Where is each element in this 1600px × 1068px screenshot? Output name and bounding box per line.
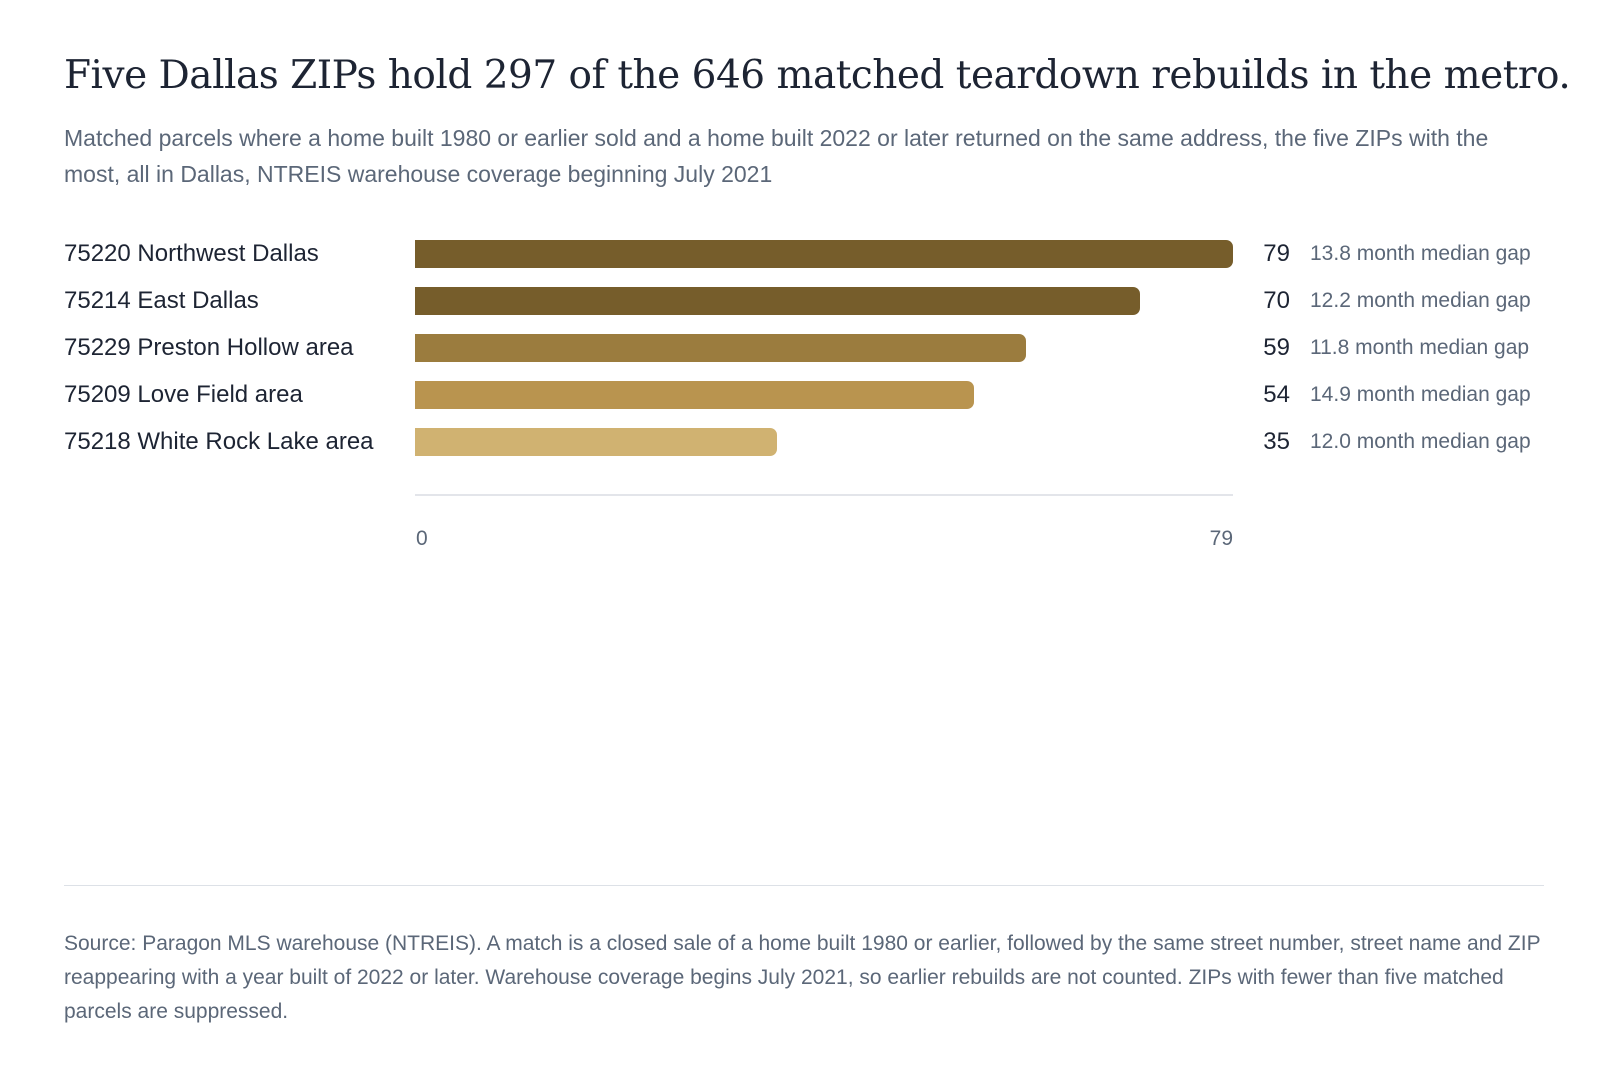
bar: [415, 240, 1233, 268]
category-label: 75214 East Dallas: [64, 287, 259, 314]
value-label: 59: [1263, 334, 1290, 361]
x-tick-max: 79: [1209, 527, 1233, 550]
bar-row: 75214 East Dallas 70 12.2 month median gap: [0, 277, 1600, 325]
value-label: 79: [1263, 240, 1290, 267]
bar-track: [415, 240, 1233, 268]
source-note: Source: Paragon MLS warehouse (NTREIS). …: [64, 932, 1541, 1023]
bar-row: 75218 White Rock Lake area 35 12.0 month m…: [0, 418, 1600, 466]
bar-row: 75220 Northwest Dallas 79 13.8 month media…: [0, 230, 1600, 278]
x-tick-min: 0: [416, 527, 428, 550]
bar-track: [415, 381, 1233, 409]
value-label: 70: [1263, 287, 1290, 314]
chart-title: Five Dallas ZIPs hold 297 of the 646 mat…: [64, 53, 1571, 98]
median-gap-note: 11.8 month median gap: [1310, 336, 1530, 359]
bar-row: 75209 Love Field area 54 14.9 month median…: [0, 371, 1600, 419]
median-gap-note: 14.9 month median gap: [1310, 383, 1531, 406]
value-label: 35: [1263, 428, 1290, 455]
footer-divider: [64, 885, 1544, 886]
bar-track: [415, 334, 1233, 362]
chart-subtitle: Matched parcels where a home built 1980 …: [64, 125, 1489, 187]
bar-row: 75229 Preston Hollow area 59 11.8 month me…: [0, 324, 1600, 372]
bar: [415, 334, 1026, 362]
bar: [415, 428, 778, 456]
median-gap-note: 12.0 month median gap: [1310, 430, 1531, 453]
value-label: 54: [1263, 381, 1290, 408]
category-label: 75220 Northwest Dallas: [64, 240, 319, 267]
category-label: 75229 Preston Hollow area: [64, 334, 354, 361]
category-label: 75209 Love Field area: [64, 381, 303, 408]
bar: [415, 287, 1140, 315]
bar: [415, 381, 975, 409]
bar-track: [415, 428, 1233, 456]
category-label: 75218 White Rock Lake area: [64, 428, 374, 455]
median-gap-note: 13.8 month median gap: [1310, 242, 1531, 265]
median-gap-note: 12.2 month median gap: [1310, 289, 1531, 312]
bar-track: [415, 287, 1233, 315]
x-axis-line: [415, 494, 1233, 496]
